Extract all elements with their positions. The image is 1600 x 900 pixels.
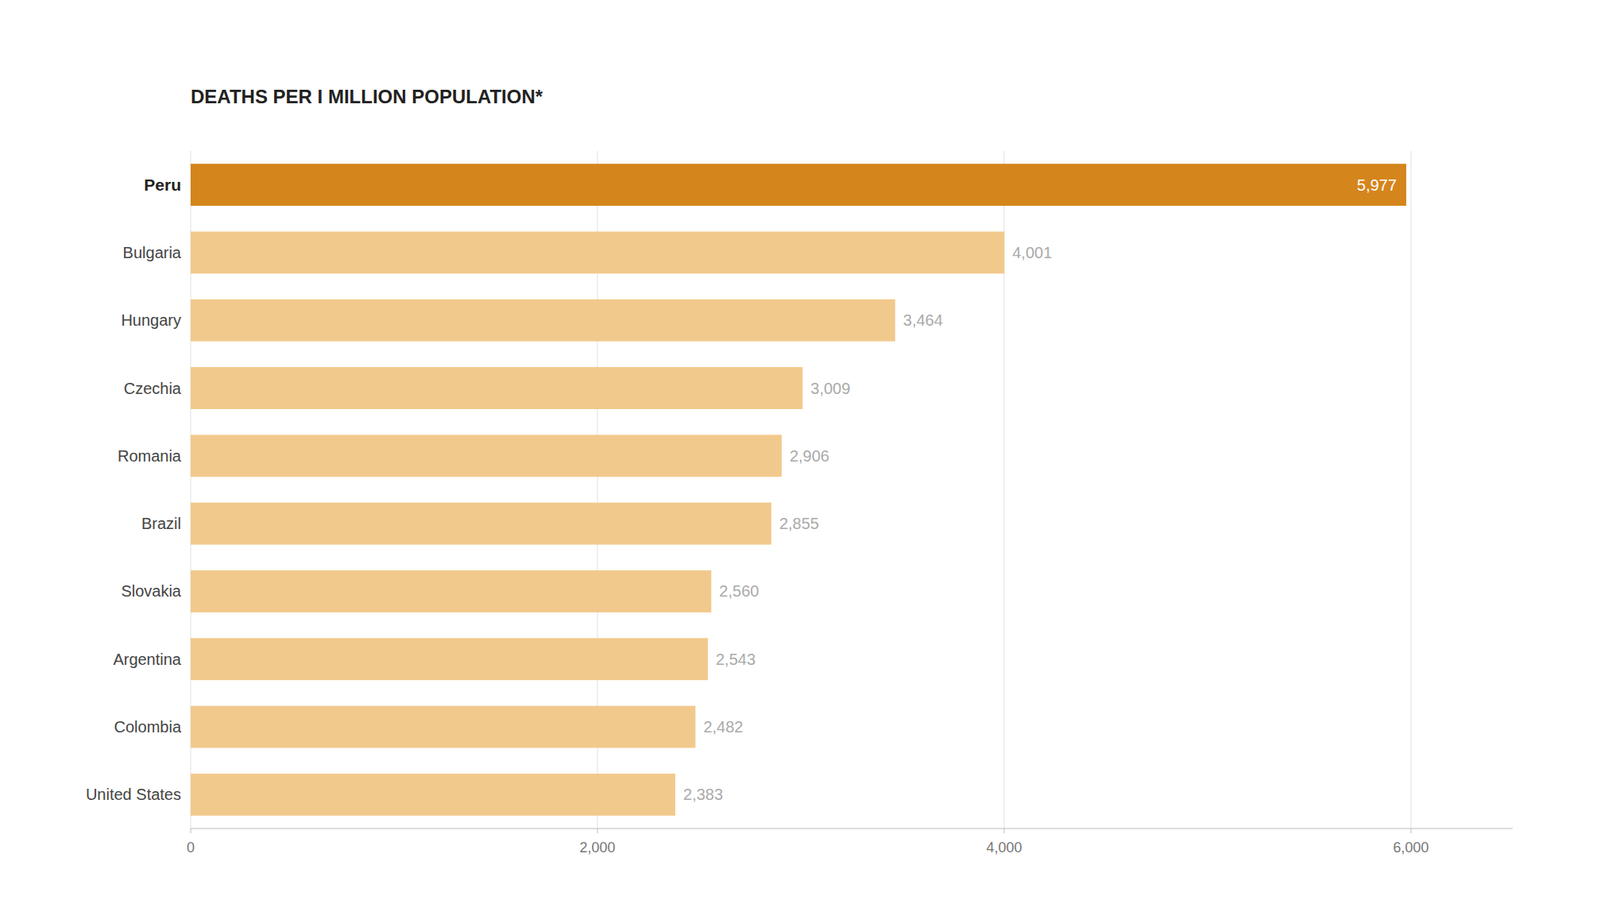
data-label: 3,464 (903, 311, 943, 329)
category-label: Colombia (114, 718, 182, 736)
bar (190, 231, 1005, 275)
category-label: Hungary (120, 311, 182, 329)
tick-label: 6,000 (1392, 839, 1429, 856)
tick-mark (1004, 828, 1005, 834)
data-label: 2,906 (789, 447, 830, 465)
tick-mark (597, 828, 599, 834)
data-label: 2,482 (703, 718, 743, 736)
bar (190, 299, 896, 342)
category-label: Slovakia (120, 582, 182, 600)
data-label: 5,977 (1356, 176, 1397, 194)
x-axis: 0 2,000 4,000 6,000 (186, 150, 1430, 856)
bar (190, 163, 1407, 206)
category-label: Czechia (123, 379, 182, 398)
category-label: Peru (143, 175, 182, 194)
tick-mark (190, 828, 192, 834)
data-label: 2,543 (715, 650, 756, 669)
bar (190, 502, 772, 545)
bar (190, 706, 696, 749)
category-label: United States (85, 785, 182, 804)
data-label: 3,009 (810, 379, 851, 398)
data-label: 2,560 (718, 582, 759, 600)
x-axis-line (190, 828, 1513, 830)
category-label: Bulgaria (123, 243, 182, 262)
bar (190, 434, 782, 477)
bars (190, 163, 1407, 816)
category-label: Romania (117, 447, 182, 465)
bar (190, 367, 803, 410)
chart-title: DEATHS PER I MILLION POPULATION* (190, 85, 544, 108)
tick-label: 0 (186, 839, 195, 856)
bar (190, 637, 708, 681)
grid-line (1410, 150, 1412, 829)
data-label: 2,383 (683, 785, 723, 804)
tick-mark (1410, 828, 1412, 834)
data-label: 2,855 (779, 514, 820, 533)
tick-label: 2,000 (579, 839, 615, 856)
bar (190, 773, 676, 816)
bar (190, 570, 712, 613)
data-label: 4,001 (1012, 243, 1052, 262)
category-label: Argentina (112, 650, 182, 669)
tick-label: 4,000 (985, 839, 1022, 856)
chart-canvas: DEATHS PER I MILLION POPULATION* 0 2,000 4,… (0, 0, 1600, 900)
labels: Peru 5,977 Bulgaria 4,001 Hungary 3,464 Czechi… (85, 175, 1397, 804)
category-label: Brazil (141, 514, 182, 533)
